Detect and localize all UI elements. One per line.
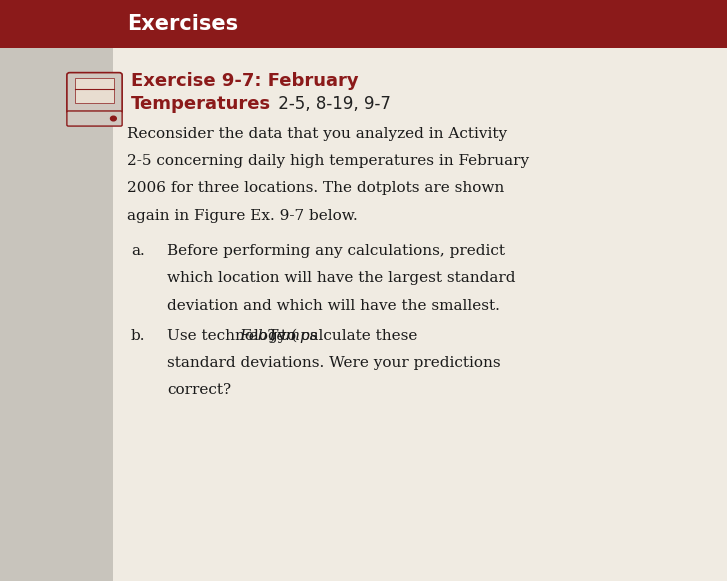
Text: Exercise 9-7: February: Exercise 9-7: February: [131, 72, 358, 90]
FancyBboxPatch shape: [67, 111, 122, 126]
Text: Before performing any calculations, predict: Before performing any calculations, pred…: [167, 244, 505, 258]
FancyBboxPatch shape: [0, 0, 727, 48]
Text: correct?: correct?: [167, 383, 231, 397]
Text: a.: a.: [131, 244, 145, 258]
Text: again in Figure Ex. 9-7 below.: again in Figure Ex. 9-7 below.: [127, 209, 358, 223]
Text: deviation and which will have the smallest.: deviation and which will have the smalle…: [167, 299, 500, 313]
FancyBboxPatch shape: [0, 0, 113, 581]
Text: Temperatures: Temperatures: [131, 95, 271, 113]
Text: which location will have the largest standard: which location will have the largest sta…: [167, 271, 515, 285]
Text: b.: b.: [131, 329, 145, 343]
Text: Reconsider the data that you analyzed in Activity: Reconsider the data that you analyzed in…: [127, 127, 507, 141]
FancyBboxPatch shape: [67, 73, 122, 113]
Text: ) to calculate these: ) to calculate these: [270, 329, 417, 343]
Text: standard deviations. Were your predictions: standard deviations. Were your predictio…: [167, 356, 501, 370]
Text: 2-5 concerning daily high temperatures in February: 2-5 concerning daily high temperatures i…: [127, 154, 529, 168]
Circle shape: [111, 116, 116, 121]
Text: FebTemps: FebTemps: [239, 329, 318, 343]
Text: Exercises: Exercises: [127, 14, 238, 34]
Text: 2-5, 8-19, 9-7: 2-5, 8-19, 9-7: [273, 95, 390, 113]
Text: Use technology (: Use technology (: [167, 329, 297, 343]
FancyBboxPatch shape: [75, 78, 114, 103]
Text: 2006 for three locations. The dotplots are shown: 2006 for three locations. The dotplots a…: [127, 181, 505, 195]
